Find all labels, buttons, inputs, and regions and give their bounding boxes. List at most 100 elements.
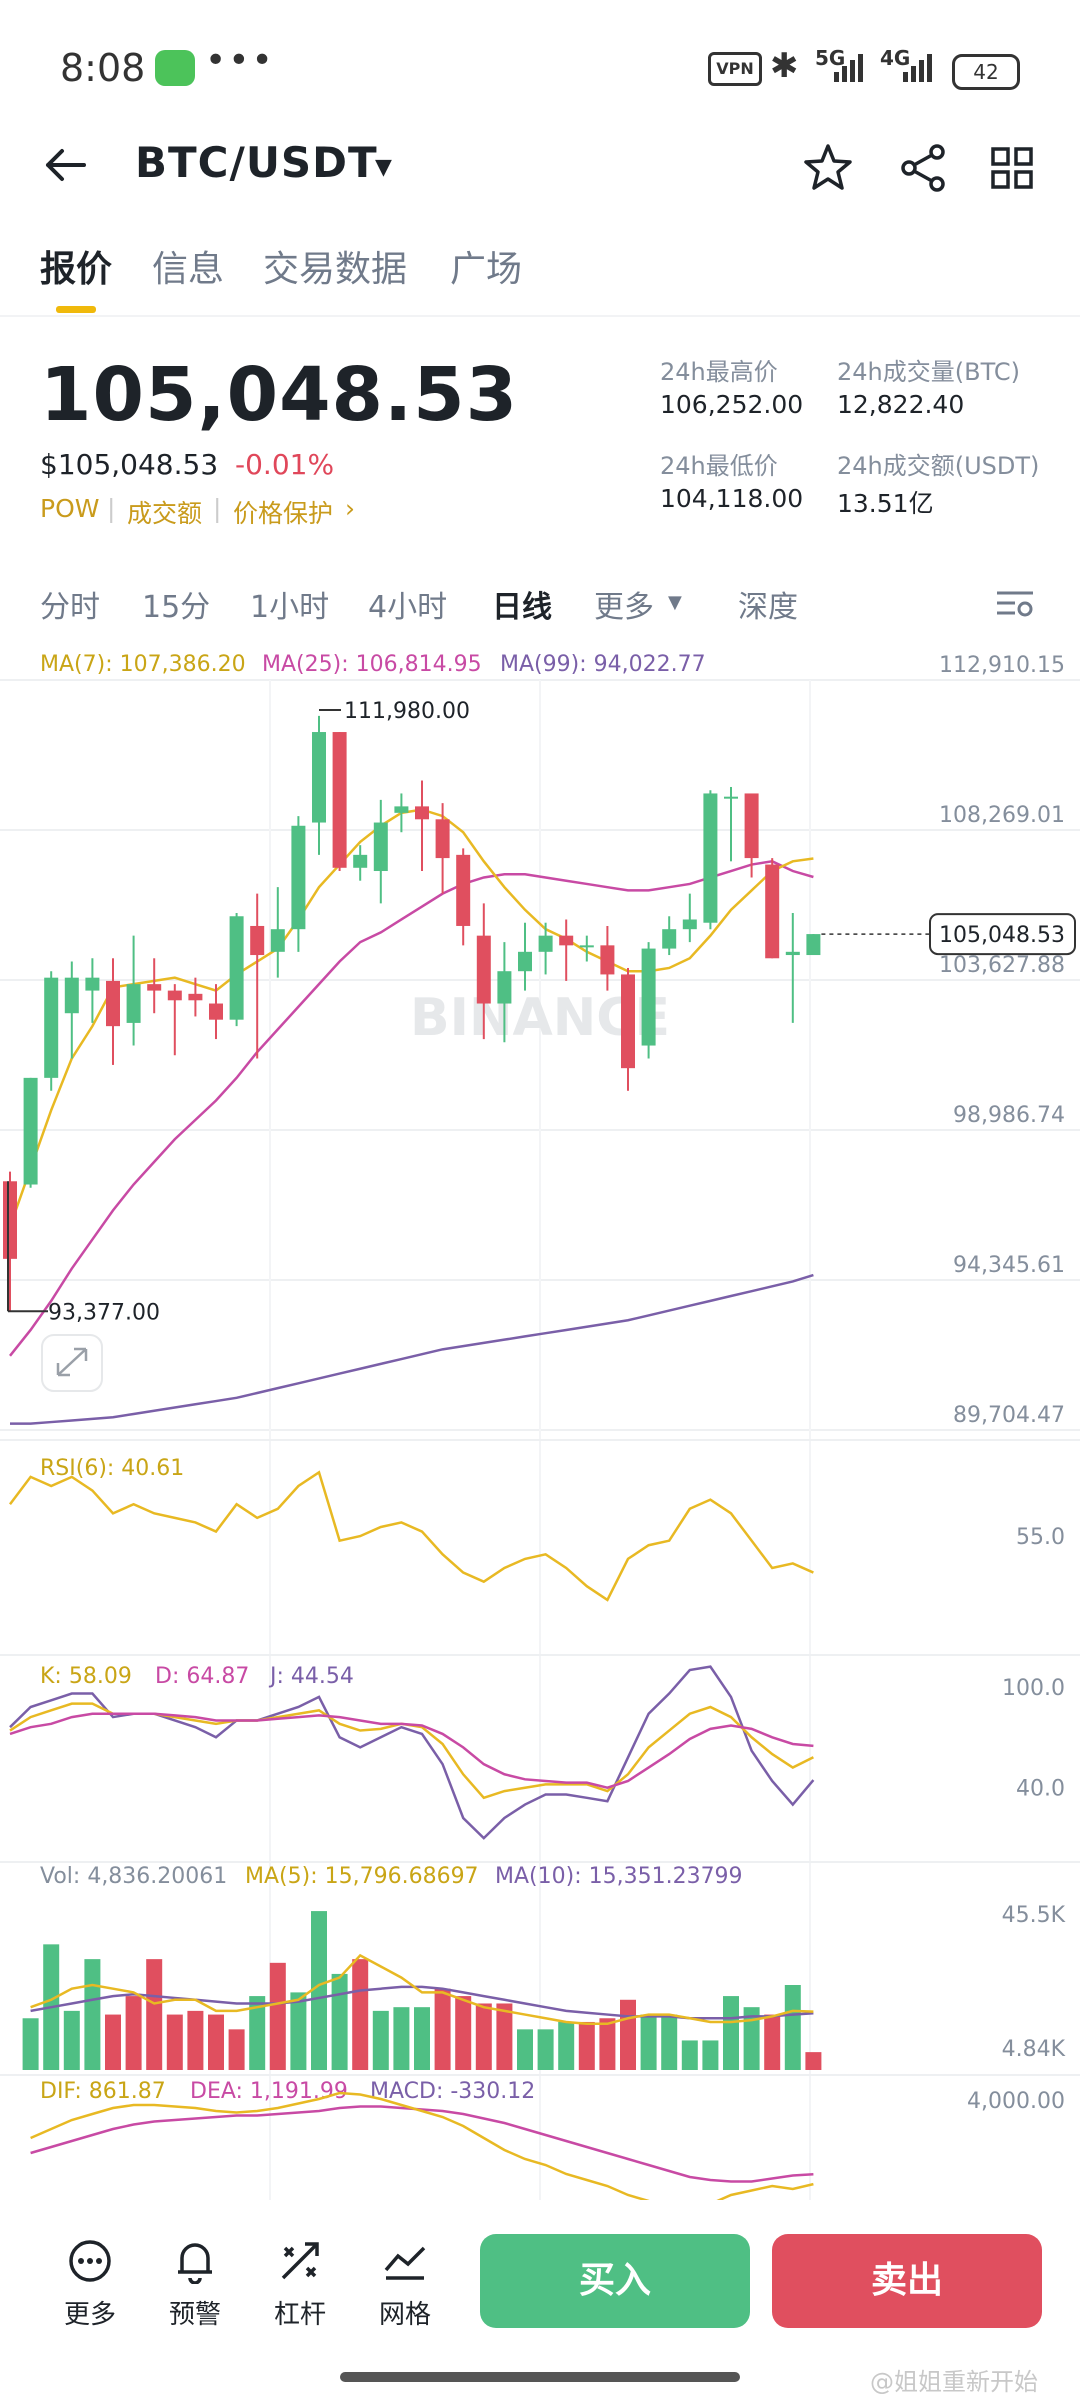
more-notifications-icon: ••• — [205, 40, 275, 81]
macd-axis-label: 4,000.00 — [967, 2089, 1065, 2114]
interval-more[interactable]: 更多 — [594, 590, 654, 625]
macd-dea-line — [30, 2105, 814, 2183]
rsi-line — [9, 1470, 814, 1602]
volume-bar — [187, 2010, 204, 2070]
interval-1h[interactable]: 1小时 — [250, 590, 330, 625]
candle-body — [662, 929, 677, 949]
back-arrow-icon[interactable] — [40, 140, 90, 190]
interval-4h[interactable]: 4小时 — [368, 590, 448, 625]
interval-15m[interactable]: 15分 — [142, 590, 211, 625]
candle-body — [744, 793, 759, 859]
tab-info[interactable]: 信息 — [152, 249, 225, 290]
volume-bar — [372, 2010, 389, 2070]
bottom-nav-leverage[interactable]: 杠杆 — [265, 2238, 335, 2331]
candle-body — [23, 1077, 38, 1185]
candle-body — [188, 993, 203, 1001]
buy-button[interactable]: 买入 — [480, 2234, 750, 2328]
candle-body — [312, 732, 326, 823]
volume-bar — [517, 2029, 533, 2070]
candle-body — [332, 732, 347, 868]
tag-price-protection[interactable]: 价格保护 — [233, 499, 334, 528]
low-marker: 93,377.00 — [48, 1300, 160, 1325]
volume-bar — [702, 2040, 719, 2070]
kdj-j-legend: J: 44.54 — [268, 1664, 354, 1689]
expand-icon — [56, 1347, 88, 1377]
share-icon[interactable] — [895, 140, 951, 196]
bottom-nav-label: 预警 — [168, 2300, 221, 2330]
status-bar: 8:08 ••• VPN ✱ 5G 4G 42 — [0, 0, 1080, 130]
star-icon[interactable] — [800, 140, 856, 196]
bottom-nav-label: 杠杆 — [273, 2300, 326, 2330]
kline-chart[interactable]: 112,910.15 108,269.01 103,627.88 98,986.74 9… — [0, 640, 1080, 2200]
tag-separator: | — [213, 494, 222, 523]
volume-bar — [63, 2010, 80, 2070]
candle-body — [3, 1181, 17, 1259]
wechat-icon — [155, 50, 195, 86]
candle-body — [147, 984, 162, 991]
bottom-nav-grid[interactable]: 网格 — [370, 2238, 440, 2331]
candle-body — [765, 864, 780, 959]
candle-body — [497, 971, 512, 1004]
current-price-box — [929, 913, 1076, 956]
status-time: 8:08 — [60, 46, 146, 90]
candle-body — [167, 990, 182, 1001]
volume-bar — [681, 2040, 698, 2070]
current-price-label: 105,048.53 — [939, 923, 1065, 948]
grid-menu-icon[interactable] — [990, 146, 1034, 190]
volume-bar — [723, 1996, 739, 2070]
trading-pair-title[interactable]: BTC/USDT — [135, 138, 378, 187]
network-4g-label: 4G — [880, 46, 911, 70]
vol-ma5-line — [30, 1953, 814, 2026]
battery-icon: 42 — [952, 54, 1020, 90]
high-value: 106,252.00 — [660, 390, 804, 419]
home-indicator[interactable] — [340, 2372, 740, 2382]
chart-settings-icon[interactable] — [995, 585, 1035, 621]
volume-bar — [599, 2018, 616, 2070]
caret-down-icon[interactable]: ▼ — [668, 592, 682, 613]
caret-down-icon[interactable]: ▼ — [375, 155, 392, 180]
candle-body — [394, 806, 409, 813]
volume-bar — [22, 2018, 39, 2070]
tab-square[interactable]: 广场 — [450, 249, 523, 290]
volume-bar — [311, 1911, 327, 2070]
tab-trading-data[interactable]: 交易数据 — [263, 249, 408, 290]
price-axis-label: 89,704.47 — [953, 1403, 1065, 1428]
candle-body — [415, 806, 429, 820]
candle-body — [456, 854, 471, 926]
volume-bar — [743, 2007, 760, 2070]
candle-body — [435, 819, 450, 859]
kdj-axis-label: 100.0 — [1002, 1676, 1065, 1701]
candle-body — [682, 919, 697, 930]
high-marker: 111,980.00 — [344, 699, 470, 724]
bottom-nav-alert[interactable]: 预警 — [160, 2238, 230, 2331]
vol-legend: Vol: 4,836.20061 — [40, 1864, 227, 1889]
volume-bar — [496, 2003, 513, 2070]
candle-body — [806, 934, 821, 956]
price-axis-label: 103,627.88 — [939, 953, 1065, 978]
volume-bar — [290, 1992, 307, 2070]
volume-bar — [228, 2029, 245, 2070]
volume-bar — [784, 1985, 801, 2070]
price-axis-label: 108,269.01 — [939, 803, 1065, 828]
ma99-legend: MA(99): 94,022.77 — [500, 652, 706, 677]
price-axis-label: 112,910.15 — [939, 653, 1065, 678]
interval-depth[interactable]: 深度 — [738, 590, 798, 625]
vol-ma10-legend: MA(10): 15,351.23799 — [495, 1864, 743, 1889]
network-5g-label: 5G — [815, 46, 846, 70]
ma25-legend: MA(25): 106,814.95 — [262, 652, 482, 677]
candle-body — [579, 945, 594, 948]
ma7-line — [8, 808, 814, 1227]
tab-quote[interactable]: 报价 — [40, 249, 113, 290]
macd-dea-legend: DEA: 1,191.99 — [190, 2079, 348, 2104]
volume-bar — [166, 2014, 183, 2070]
volume-bar — [764, 2014, 781, 2070]
chevron-right-icon[interactable]: › — [345, 494, 355, 523]
volume-bar — [105, 2014, 121, 2070]
tag-turnover[interactable]: 成交额 — [127, 499, 203, 528]
interval-time[interactable]: 分时 — [40, 590, 100, 625]
bottom-nav-more[interactable]: 更多 — [55, 2238, 125, 2331]
tag-pow[interactable]: POW — [40, 494, 100, 523]
candle-body — [353, 854, 368, 868]
sell-button[interactable]: 卖出 — [772, 2234, 1042, 2328]
interval-1d[interactable]: 日线 — [492, 590, 552, 625]
